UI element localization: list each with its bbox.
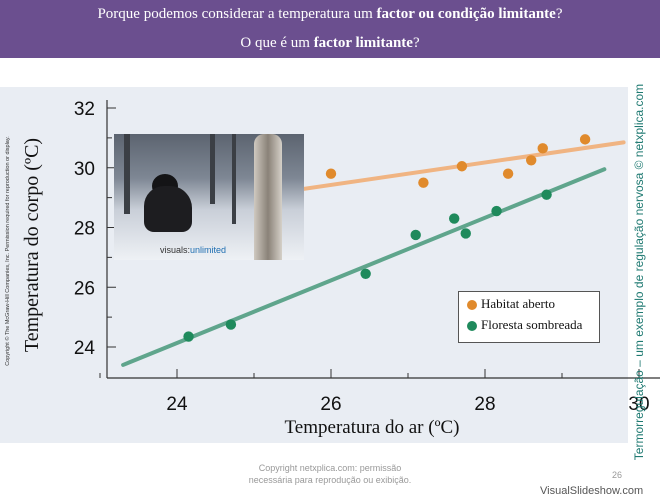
y-tick-label: 30 bbox=[74, 159, 95, 180]
question-1-mark: ? bbox=[555, 6, 563, 22]
y-tick-label: 26 bbox=[74, 278, 95, 299]
footer-copyright: Copyright netxplica.com: permissão neces… bbox=[220, 462, 440, 486]
photo-trunk bbox=[254, 134, 282, 260]
question-line-1: Porque podemos considerar a temperatura … bbox=[0, 0, 660, 29]
data-point-open bbox=[418, 177, 429, 188]
y-tick-label: 24 bbox=[74, 338, 96, 359]
x-tick-label: 26 bbox=[320, 394, 341, 415]
legend-label-forest: Floresta sombreada bbox=[481, 317, 583, 332]
photo-tree bbox=[210, 134, 215, 204]
data-point-forest bbox=[449, 213, 460, 224]
question-2-bold: factor limitante bbox=[313, 35, 413, 51]
y-tick-label: 32 bbox=[74, 99, 95, 120]
legend-label-open: Habitat aberto bbox=[481, 296, 555, 311]
data-point-open bbox=[526, 155, 537, 166]
data-point-forest bbox=[225, 319, 237, 330]
x-tick-label: 30 bbox=[628, 394, 649, 415]
figure-panel bbox=[0, 87, 628, 443]
x-tick-label: 28 bbox=[474, 394, 495, 415]
x-tick-label: 24 bbox=[166, 394, 188, 415]
slide-header: Porque podemos considerar a temperatura … bbox=[0, 0, 660, 58]
legend-dot-forest bbox=[467, 321, 477, 332]
photo-tree bbox=[232, 134, 236, 224]
data-point-forest bbox=[183, 331, 194, 342]
right-side-caption: Termorregulação – um exemplo de regulaçã… bbox=[632, 83, 646, 461]
question-line-2: O que é um factor limitante? bbox=[0, 29, 660, 58]
data-point-forest bbox=[460, 228, 471, 239]
data-point-open bbox=[579, 134, 591, 145]
photo-caption-prefix: visuals: bbox=[160, 245, 191, 255]
trend-line-forest bbox=[121, 167, 607, 367]
data-point-open bbox=[456, 161, 468, 172]
wolf-body bbox=[144, 186, 192, 232]
data-point-open bbox=[537, 143, 548, 154]
site-watermark: VisualSlideshow.com bbox=[540, 485, 644, 497]
y-axis-label: Temperatura do corpo (ºC) bbox=[21, 138, 43, 352]
footer-copyright-line-1: Copyright netxplica.com: permissão bbox=[258, 463, 402, 473]
question-1-text: Porque podemos considerar a temperatura … bbox=[97, 6, 377, 22]
chart-legend: Habitat aberto Floresta sombreada bbox=[458, 291, 600, 343]
wolf-photo: visuals:unlimited bbox=[114, 134, 304, 260]
data-point-forest bbox=[360, 268, 371, 280]
legend-item-open: Habitat aberto bbox=[467, 296, 555, 314]
x-axis-label: Temperatura do ar (ºC) bbox=[285, 417, 460, 438]
data-point-forest bbox=[541, 189, 552, 200]
slide-number: 26 bbox=[612, 470, 623, 480]
data-point-forest bbox=[491, 205, 502, 217]
legend-item-forest: Floresta sombreada bbox=[467, 317, 582, 335]
data-point-forest bbox=[410, 229, 421, 241]
data-point-open bbox=[502, 168, 514, 179]
data-point-open bbox=[325, 168, 337, 179]
y-tick-label: 28 bbox=[74, 219, 95, 240]
question-2-text: O que é um bbox=[240, 35, 314, 51]
legend-dot-open bbox=[467, 300, 477, 311]
photo-tree bbox=[124, 134, 130, 214]
footer-copyright-line-2: necessária para reprodução ou exibição. bbox=[248, 475, 412, 485]
photo-caption: visuals:unlimited bbox=[160, 245, 226, 255]
question-1-bold: factor ou condição limitante bbox=[376, 6, 556, 22]
photo-caption-suffix: unlimited bbox=[190, 245, 227, 255]
question-2-mark: ? bbox=[412, 35, 420, 51]
